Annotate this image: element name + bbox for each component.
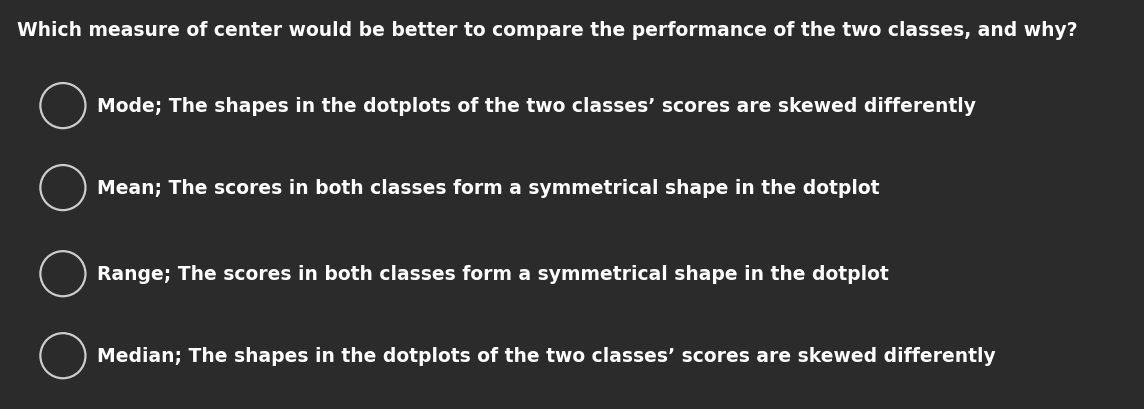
Text: Mode; The shapes in the dotplots of the two classes’ scores are skewed different: Mode; The shapes in the dotplots of the …: [97, 97, 976, 116]
Text: Mean; The scores in both classes form a symmetrical shape in the dotplot: Mean; The scores in both classes form a …: [97, 179, 880, 198]
Text: Range; The scores in both classes form a symmetrical shape in the dotplot: Range; The scores in both classes form a…: [97, 265, 889, 283]
Text: Which measure of center would be better to compare the performance of the two cl: Which measure of center would be better …: [17, 20, 1078, 39]
Text: Median; The shapes in the dotplots of the two classes’ scores are skewed differe: Median; The shapes in the dotplots of th…: [97, 346, 996, 365]
